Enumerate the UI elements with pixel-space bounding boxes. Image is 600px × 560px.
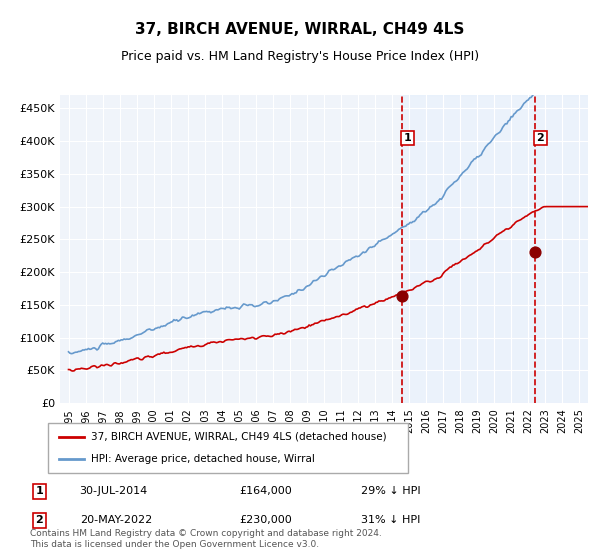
Text: 2: 2 <box>35 515 43 525</box>
Text: 29% ↓ HPI: 29% ↓ HPI <box>361 487 421 496</box>
Text: 37, BIRCH AVENUE, WIRRAL, CH49 4LS (detached house): 37, BIRCH AVENUE, WIRRAL, CH49 4LS (deta… <box>91 432 387 442</box>
Text: HPI: Average price, detached house, Wirral: HPI: Average price, detached house, Wirr… <box>91 454 315 464</box>
Text: 20-MAY-2022: 20-MAY-2022 <box>80 515 152 525</box>
Text: Contains HM Land Registry data © Crown copyright and database right 2024.
This d: Contains HM Land Registry data © Crown c… <box>30 529 382 549</box>
Point <box>397 291 406 300</box>
Text: 2: 2 <box>536 133 544 143</box>
Text: Price paid vs. HM Land Registry's House Price Index (HPI): Price paid vs. HM Land Registry's House … <box>121 50 479 63</box>
FancyBboxPatch shape <box>48 423 408 473</box>
Text: £164,000: £164,000 <box>240 487 293 496</box>
Text: £230,000: £230,000 <box>240 515 293 525</box>
Text: 1: 1 <box>35 487 43 496</box>
Text: 1: 1 <box>404 133 412 143</box>
Point <box>530 248 540 257</box>
Bar <box>402 95 596 403</box>
Text: 37, BIRCH AVENUE, WIRRAL, CH49 4LS: 37, BIRCH AVENUE, WIRRAL, CH49 4LS <box>136 22 464 38</box>
Text: 30-JUL-2014: 30-JUL-2014 <box>80 487 148 496</box>
Text: 31% ↓ HPI: 31% ↓ HPI <box>361 515 421 525</box>
